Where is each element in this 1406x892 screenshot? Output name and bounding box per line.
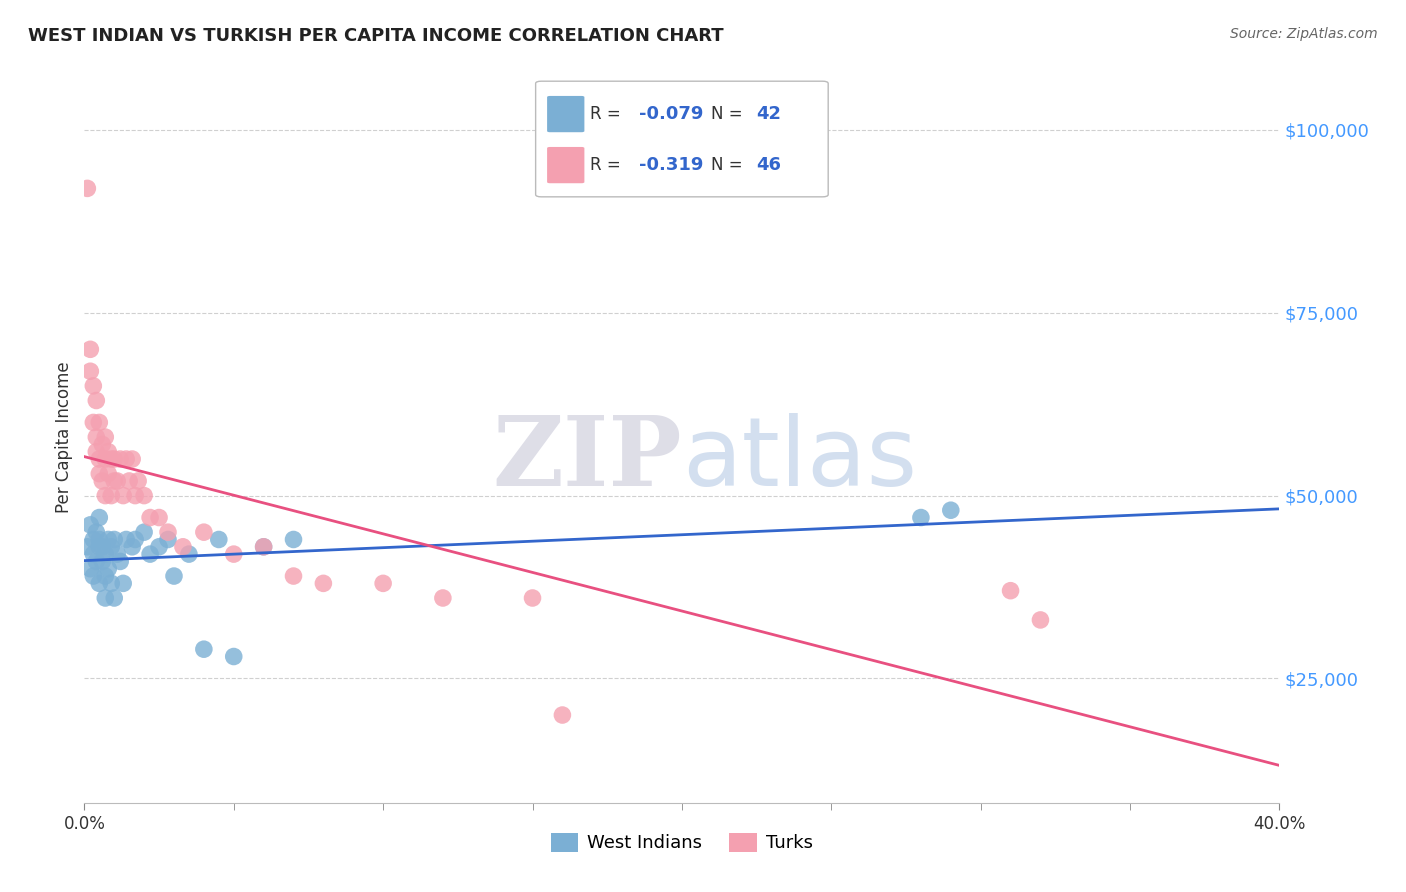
Text: ZIP: ZIP	[492, 412, 682, 506]
Point	[103, 533, 125, 547]
Point	[89, 452, 111, 467]
Point	[105, 547, 128, 561]
Point	[100, 576, 122, 591]
Point	[253, 540, 276, 554]
Point	[97, 533, 120, 547]
Point	[103, 474, 125, 488]
Point	[97, 467, 120, 481]
Point	[91, 554, 114, 568]
Text: WEST INDIAN VS TURKISH PER CAPITA INCOME CORRELATION CHART: WEST INDIAN VS TURKISH PER CAPITA INCOME…	[28, 27, 724, 45]
Point	[103, 591, 125, 605]
Point	[373, 576, 395, 591]
Point	[79, 343, 101, 357]
Point	[76, 181, 98, 195]
Point	[222, 547, 245, 561]
Point	[132, 489, 156, 503]
Point	[163, 569, 186, 583]
Point	[522, 591, 544, 605]
Point	[79, 517, 101, 532]
Point	[100, 540, 122, 554]
Point	[121, 452, 143, 467]
Point	[910, 510, 932, 524]
Point	[177, 547, 200, 561]
Text: atlas: atlas	[682, 412, 917, 506]
Point	[157, 525, 180, 540]
Point	[79, 364, 101, 378]
Point	[89, 576, 111, 591]
Point	[112, 576, 135, 591]
Point	[94, 452, 117, 467]
Point	[115, 533, 138, 547]
Point	[110, 452, 132, 467]
Point	[118, 474, 141, 488]
Point	[312, 576, 335, 591]
Point	[172, 540, 194, 554]
Point	[208, 533, 231, 547]
Point	[91, 540, 114, 554]
Point	[94, 547, 117, 561]
Y-axis label: Per Capita Income: Per Capita Income	[55, 361, 73, 513]
Point	[193, 642, 215, 657]
Point	[86, 393, 108, 408]
Point	[100, 452, 122, 467]
Point	[1029, 613, 1052, 627]
Point	[82, 416, 104, 430]
Point	[94, 569, 117, 583]
Point	[112, 489, 135, 503]
Point	[89, 533, 111, 547]
Legend: West Indians, Turks: West Indians, Turks	[544, 826, 820, 860]
Point	[89, 540, 111, 554]
Point	[82, 533, 104, 547]
Point	[86, 525, 108, 540]
Point	[222, 649, 245, 664]
Point	[1000, 583, 1022, 598]
Point	[253, 540, 276, 554]
Point	[82, 569, 104, 583]
Point	[127, 474, 149, 488]
Point	[124, 489, 146, 503]
Point	[94, 489, 117, 503]
Point	[82, 547, 104, 561]
Point	[97, 444, 120, 458]
Point	[132, 525, 156, 540]
Point	[157, 533, 180, 547]
Point	[148, 510, 170, 524]
Point	[148, 540, 170, 554]
Point	[283, 533, 305, 547]
Point	[939, 503, 962, 517]
Point	[283, 569, 305, 583]
Point	[121, 540, 143, 554]
Point	[82, 379, 104, 393]
Point	[124, 533, 146, 547]
Text: Source: ZipAtlas.com: Source: ZipAtlas.com	[1230, 27, 1378, 41]
Point	[432, 591, 454, 605]
Point	[105, 474, 128, 488]
Point	[89, 416, 111, 430]
Point	[97, 562, 120, 576]
Point	[94, 430, 117, 444]
Point	[139, 547, 162, 561]
Point	[110, 554, 132, 568]
Point	[76, 540, 98, 554]
Point	[193, 525, 215, 540]
Point	[100, 489, 122, 503]
Point	[139, 510, 162, 524]
Point	[86, 444, 108, 458]
Point	[89, 467, 111, 481]
Point	[86, 430, 108, 444]
Point	[79, 562, 101, 576]
Point	[89, 510, 111, 524]
Point	[91, 474, 114, 488]
Point	[91, 437, 114, 451]
Point	[115, 452, 138, 467]
Point	[551, 708, 574, 723]
Point	[86, 554, 108, 568]
Point	[103, 452, 125, 467]
Point	[94, 591, 117, 605]
